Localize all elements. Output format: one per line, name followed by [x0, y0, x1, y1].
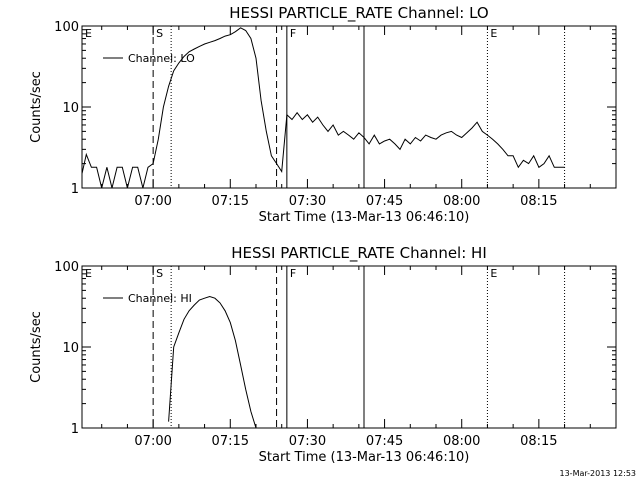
- y-tick-label: 1: [71, 422, 79, 437]
- x-tick-label: 08:00: [443, 194, 480, 209]
- x-tick-label: 07:15: [212, 194, 249, 209]
- x-tick-label: 07:30: [289, 194, 326, 209]
- x-tick-label: 08:00: [443, 434, 480, 449]
- y-tick-label: 100: [54, 20, 79, 35]
- x-tick-label: 08:15: [520, 434, 557, 449]
- time-marker-label: E: [85, 267, 92, 280]
- legend-label: Channel: LO: [128, 52, 195, 65]
- x-tick-label: 07:30: [289, 434, 326, 449]
- legend-label: Channel: HI: [128, 292, 192, 305]
- time-marker-label: E: [490, 267, 497, 280]
- y-tick-label: 10: [62, 101, 79, 116]
- time-marker-label: S: [156, 267, 163, 280]
- x-tick-label: 07:45: [366, 434, 403, 449]
- x-tick-label: 07:45: [366, 194, 403, 209]
- time-marker-label: F: [290, 27, 296, 40]
- lo-channel-panel: HESSI PARTICLE_RATE Channel: LO 1 10 100 07:…: [29, 4, 617, 225]
- x-axis-label: Start Time (13-Mar-13 06:46:10): [259, 450, 470, 465]
- series-line: [168, 295, 257, 429]
- time-marker-label: E: [490, 27, 497, 40]
- y-axis-label: Counts/sec: [29, 311, 44, 383]
- x-tick-label: 07:00: [134, 194, 171, 209]
- time-marker-label: F: [290, 267, 296, 280]
- y-tick-label: 100: [54, 260, 79, 275]
- x-tick-label: 08:15: [520, 194, 557, 209]
- y-axis-label: Counts/sec: [29, 71, 44, 143]
- chart-title: HESSI PARTICLE_RATE Channel: LO: [229, 4, 488, 23]
- y-tick-label: 1: [71, 182, 79, 197]
- chart-title: HESSI PARTICLE_RATE Channel: HI: [231, 244, 487, 263]
- y-tick-label: 10: [62, 341, 79, 356]
- x-axis-label: Start Time (13-Mar-13 06:46:10): [259, 210, 470, 225]
- hi-channel-panel: HESSI PARTICLE_RATE Channel: HI 1 10 100 07:…: [29, 244, 617, 465]
- x-tick-label: 07:15: [212, 434, 249, 449]
- timestamp: 13-Mar-2013 12:53: [560, 469, 637, 478]
- x-tick-label: 07:00: [134, 434, 171, 449]
- time-marker-label: S: [156, 27, 163, 40]
- series-line: [81, 27, 565, 189]
- time-marker-label: E: [85, 27, 92, 40]
